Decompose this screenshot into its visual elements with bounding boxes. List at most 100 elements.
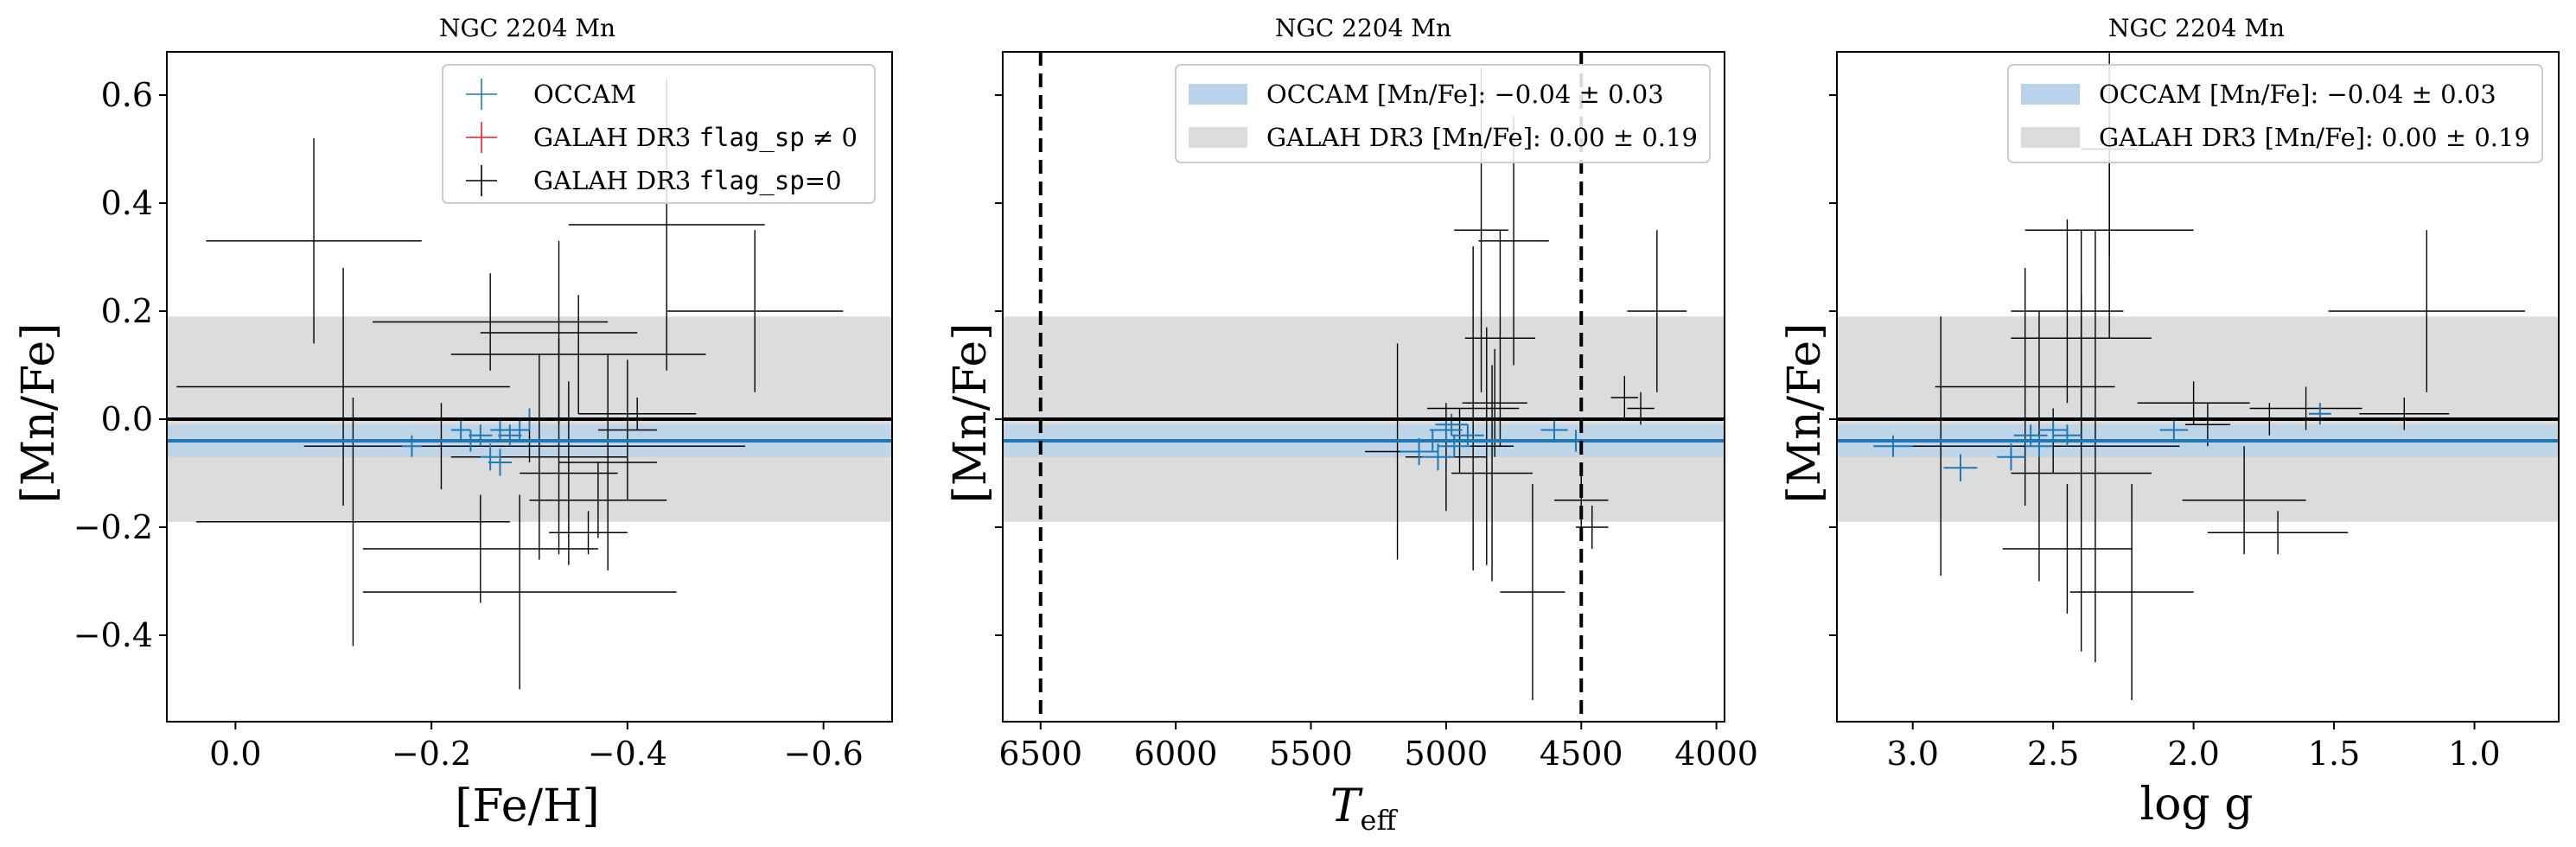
x-axis-label-sub: eff	[1361, 804, 1399, 837]
x-tick-label: −0.6	[783, 735, 863, 773]
data-point	[2308, 403, 2331, 425]
legend-box	[1175, 64, 1711, 163]
data-point	[558, 354, 657, 570]
x-tick-label: 4000	[1674, 735, 1758, 773]
data-point	[597, 360, 657, 500]
data-point	[1435, 413, 1468, 436]
x-axis-label: [Fe/H]	[455, 780, 599, 832]
data-point	[498, 424, 522, 447]
legend-item: OCCAM [Mn/Fe]: −0.04 ± 0.03	[2021, 80, 2496, 109]
legend-swatch	[2021, 84, 2080, 105]
data-point	[2038, 419, 2068, 441]
data-point	[2013, 424, 2048, 447]
data-point	[2053, 424, 2082, 447]
data-point	[1464, 230, 1536, 447]
data-point	[362, 494, 677, 690]
data-point	[2159, 419, 2189, 441]
data-point	[450, 419, 471, 441]
data-point	[206, 138, 422, 344]
plot-area: 0.0 −0.2 −0.4 −0.6 0.6 0.4 0.2 0.0 −0.2 −0.4	[73, 51, 893, 773]
x-tick-label: 2.5	[2027, 735, 2079, 773]
plot-area: 6500 6000 5500 5000 4500 4000	[995, 51, 1758, 773]
legend-item: GALAH DR3 flag_sp=0	[466, 165, 842, 196]
data-point	[2359, 398, 2450, 430]
data-point	[2249, 386, 2362, 430]
y-axis-label: [Mn/Fe]	[945, 323, 997, 504]
data-point	[176, 268, 510, 506]
axes-frame	[166, 51, 893, 723]
plot-content	[1837, 52, 2559, 700]
legend-box	[442, 64, 876, 204]
series-occam	[1873, 403, 2331, 481]
y-tick-label: 0.2	[101, 292, 153, 330]
data-point	[469, 424, 493, 447]
legend: OCCAM [Mn/Fe]: −0.04 ± 0.03 GALAH DR3 [Mn…	[2007, 64, 2543, 163]
x-tick-label: 4500	[1540, 735, 1623, 773]
data-point	[578, 398, 697, 430]
data-point	[488, 449, 513, 476]
x-axis-label: log g	[2139, 779, 2253, 831]
x-tick-label: 1.0	[2448, 735, 2500, 773]
data-point	[1421, 443, 1455, 471]
data-point	[2137, 381, 2250, 425]
data-point	[2024, 435, 2054, 457]
axes-frame	[1002, 51, 1725, 723]
legend-label: GALAH DR3 [Mn/Fe]: 0.00 ± 0.19	[1266, 123, 1698, 152]
x-axis-label: Teff	[1330, 780, 1399, 837]
legend-box	[2007, 64, 2543, 163]
data-point	[2207, 511, 2349, 555]
legend-item: GALAH DR3 flag_sp ≠ 0	[466, 122, 858, 153]
y-axis-label: [Mn/Fe]	[1779, 323, 1831, 504]
data-point	[666, 230, 844, 392]
data-point	[1627, 230, 1687, 392]
x-tick-label: −0.2	[392, 735, 471, 773]
panel-title: NGC 2204 Mn	[2108, 14, 2285, 42]
x-tick-label: −0.4	[588, 735, 667, 773]
data-point	[1943, 454, 1978, 481]
data-point	[1451, 424, 1484, 447]
data-point	[549, 511, 628, 555]
data-point	[1873, 435, 1913, 457]
panel-logg: NGC 2204 Mn 3.0 2.5 2.0 1.5 1.0 log g [Mn/Fe…	[1779, 14, 2560, 831]
data-point	[450, 295, 706, 414]
data-point	[1500, 484, 1565, 700]
plot-content	[1003, 52, 1725, 722]
data-point	[1462, 348, 1527, 457]
y-tick-label: −0.2	[73, 508, 153, 546]
legend-label: GALAH DR3 flag_sp ≠ 0	[533, 123, 858, 153]
y-tick-label: 0.4	[101, 184, 153, 222]
data-point	[1400, 437, 1438, 466]
x-tick-label: 5000	[1405, 735, 1489, 773]
y-tick-label: 0.0	[101, 400, 153, 438]
data-point	[2069, 484, 2194, 700]
data-point	[1426, 246, 1520, 570]
data-point	[1935, 268, 2115, 506]
panel-title: NGC 2204 Mn	[439, 14, 615, 42]
data-point	[314, 430, 745, 462]
data-point	[2182, 446, 2306, 555]
legend-swatch	[1189, 127, 1247, 148]
data-point	[402, 435, 422, 457]
data-point	[1540, 419, 1568, 441]
data-point	[529, 462, 667, 538]
data-point	[2184, 403, 2230, 447]
panel-teff: NGC 2204 Mn 6500 6000 5500 5000 4500 4000 Tef…	[945, 14, 1758, 837]
x-tick-label: 3.0	[1887, 735, 1939, 773]
x-tick-label: 1.5	[2308, 735, 2360, 773]
data-point	[373, 273, 609, 371]
y-tick-label: 0.6	[101, 76, 153, 114]
x-tick-label: 0.0	[209, 735, 261, 773]
legend: OCCAM [Mn/Fe]: −0.04 ± 0.03 GALAH DR3 [Mn…	[1175, 64, 1711, 163]
data-point	[1451, 365, 1533, 582]
panel-title: NGC 2204 Mn	[1275, 14, 1451, 42]
data-point	[362, 494, 598, 603]
x-axis-label-main: T	[1330, 780, 1363, 832]
data-point	[1553, 468, 1609, 533]
plot-area: 3.0 2.5 2.0 1.5 1.0	[1829, 51, 2560, 773]
legend-label: GALAH DR3 [Mn/Fe]: 0.00 ± 0.19	[2099, 123, 2530, 152]
axes-frame	[1836, 51, 2560, 723]
data-point	[1438, 435, 1471, 457]
legend: OCCAM GALAH DR3 flag_sp ≠ 0 GALAH DR3 flag…	[442, 64, 876, 204]
x-tick-label: 5500	[1269, 735, 1353, 773]
